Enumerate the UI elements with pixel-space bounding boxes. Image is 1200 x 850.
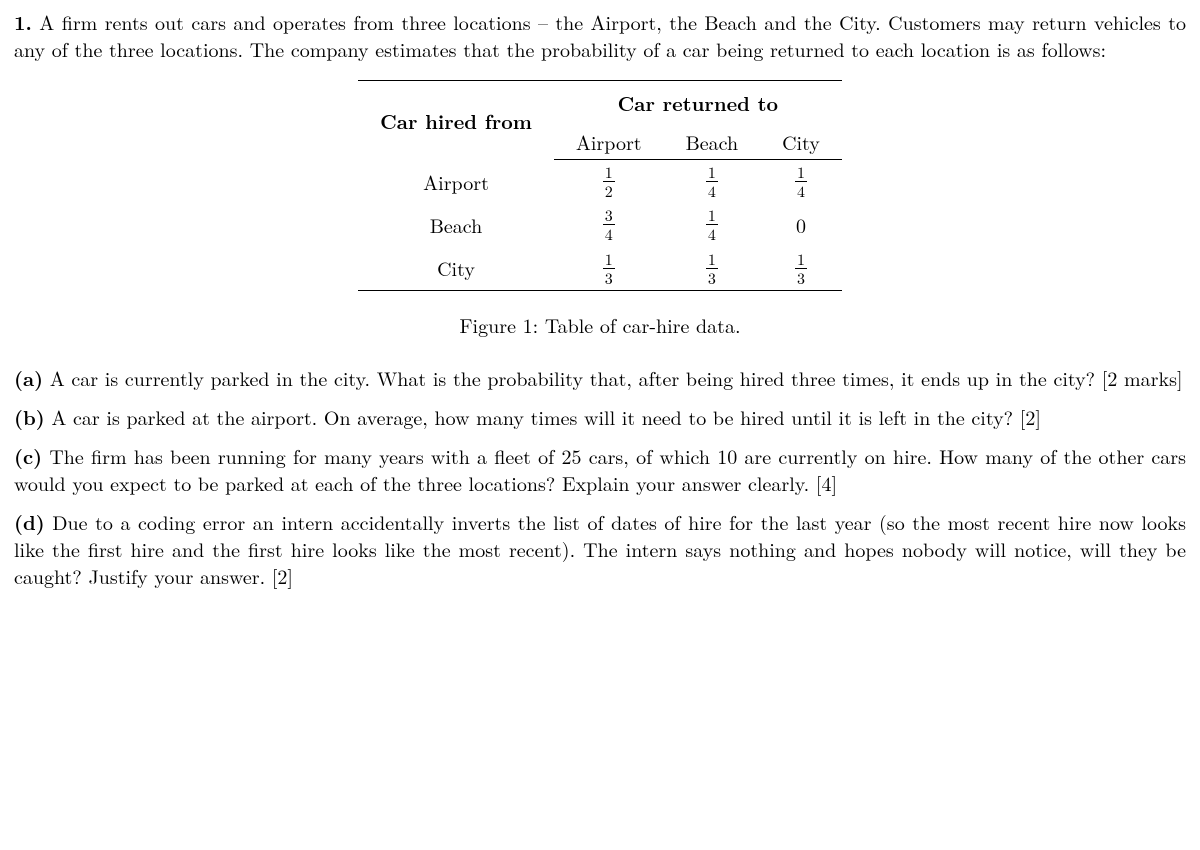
fraction: 34 bbox=[603, 207, 615, 242]
question-intro: 1. A firm rents out cars and operates fr… bbox=[14, 8, 1186, 62]
fraction: 14 bbox=[706, 164, 718, 199]
row-city: City bbox=[358, 246, 554, 290]
col-header: Car returned to bbox=[554, 81, 842, 125]
part-a: (a) A car is currently parked in the cit… bbox=[14, 364, 1186, 391]
part-marks: [2] bbox=[1020, 402, 1041, 431]
page: 1. A firm rents out cars and operates fr… bbox=[0, 0, 1200, 621]
probability-table: Car hired from Car returned to Airport B… bbox=[358, 80, 842, 291]
part-label: (b) bbox=[14, 402, 45, 431]
fraction: 13 bbox=[795, 251, 807, 286]
cell: 12 bbox=[554, 160, 664, 204]
row-beach: Beach bbox=[358, 203, 554, 246]
part-b: (b) A car is parked at the airport. On a… bbox=[14, 403, 1186, 430]
col-city: City bbox=[760, 124, 842, 160]
plain-value: 0 bbox=[796, 210, 806, 239]
cell: 14 bbox=[664, 203, 760, 246]
fraction: 13 bbox=[706, 251, 718, 286]
fraction: 13 bbox=[603, 251, 615, 286]
cell: 14 bbox=[664, 160, 760, 204]
part-marks: [2 marks] bbox=[1102, 363, 1183, 392]
part-label: (d) bbox=[14, 507, 45, 536]
figure-table: Car hired from Car returned to Airport B… bbox=[14, 80, 1186, 291]
part-text: A car is currently parked in the city. W… bbox=[50, 363, 1095, 392]
col-airport: Airport bbox=[554, 124, 664, 160]
part-c: (c) The firm has been running for many y… bbox=[14, 442, 1186, 496]
table-row: Beach 34 14 0 bbox=[358, 203, 842, 246]
row-airport: Airport bbox=[358, 160, 554, 204]
question-number: 1. bbox=[14, 7, 32, 36]
part-marks: [4] bbox=[816, 468, 837, 497]
part-text: The firm has been running for many years… bbox=[14, 441, 1186, 497]
part-text: Due to a coding error an intern accident… bbox=[14, 507, 1186, 590]
part-label: (c) bbox=[14, 441, 42, 470]
part-text: A car is parked at the airport. On avera… bbox=[51, 402, 1013, 431]
table-row: Airport 12 14 14 bbox=[358, 160, 842, 204]
part-d: (d) Due to a coding error an intern acci… bbox=[14, 508, 1186, 589]
intro-text: A firm rents out cars and operates from … bbox=[14, 7, 1186, 63]
part-label: (a) bbox=[14, 363, 43, 392]
row-header: Car hired from bbox=[358, 81, 554, 160]
cell: 13 bbox=[760, 246, 842, 290]
part-marks: [2] bbox=[272, 561, 293, 590]
cell: 13 bbox=[664, 246, 760, 290]
fraction: 12 bbox=[603, 164, 615, 199]
table-row: City 13 13 13 bbox=[358, 246, 842, 290]
figure-caption: Figure 1: Table of car-hire data. bbox=[14, 311, 1186, 338]
cell: 13 bbox=[554, 246, 664, 290]
cell: 0 bbox=[760, 203, 842, 246]
fraction: 14 bbox=[706, 207, 718, 242]
cell: 34 bbox=[554, 203, 664, 246]
col-beach: Beach bbox=[664, 124, 760, 160]
fraction: 14 bbox=[795, 164, 807, 199]
cell: 14 bbox=[760, 160, 842, 204]
table-header-row: Car hired from Car returned to bbox=[358, 81, 842, 125]
